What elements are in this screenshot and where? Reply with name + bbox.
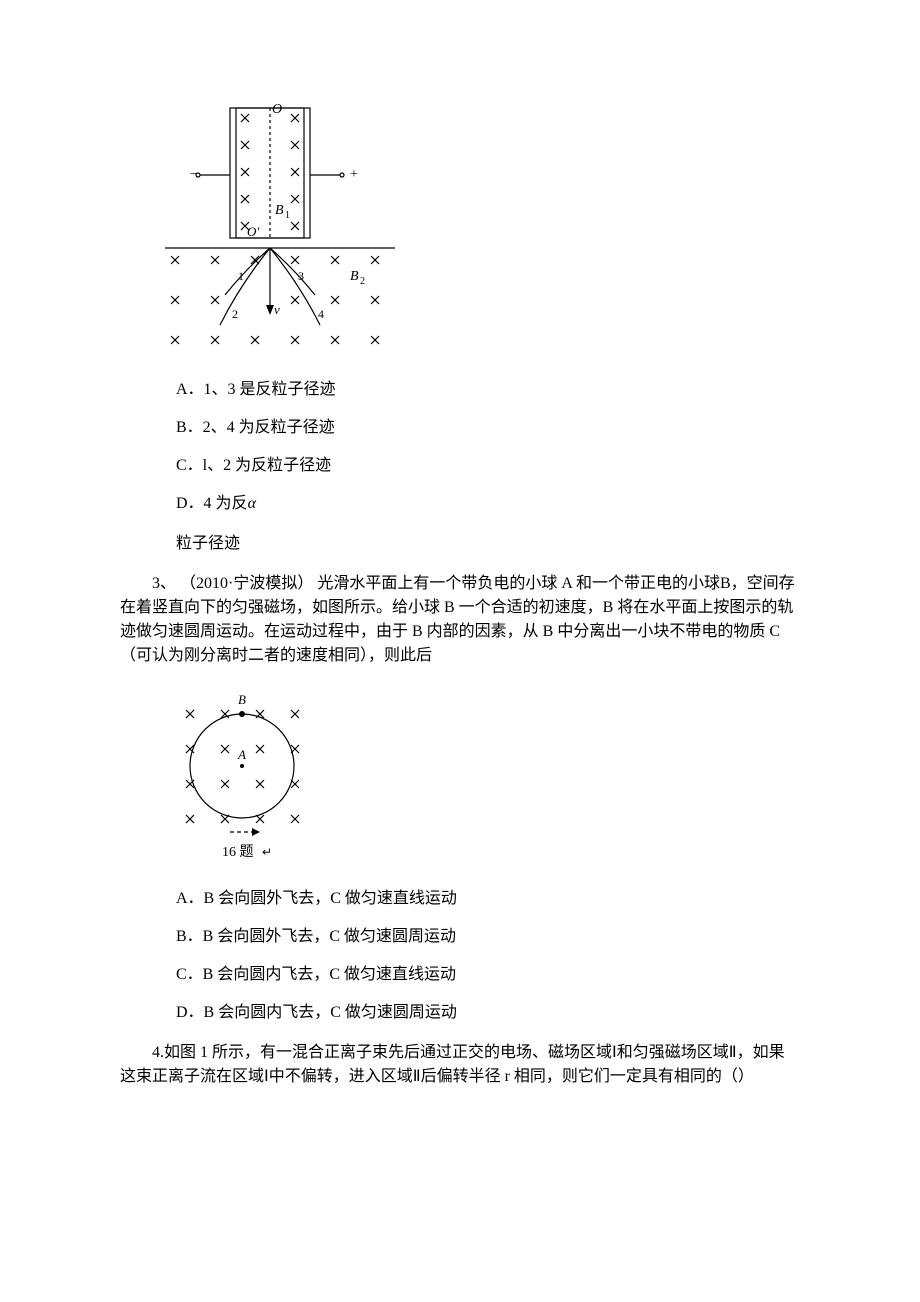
q4-text: 4.如图 1 所示，有一混合正离子束先后通过正交的电场、磁场区域Ⅰ和匀强磁场区域… — [120, 1041, 800, 1089]
q3-option-a: A．B 会向圆外飞去，C 做匀速直线运动 — [176, 887, 800, 911]
q3-option-d: D．B 会向圆内飞去，C 做匀速圆周运动 — [176, 1001, 800, 1025]
q2-option-c: C．l、2 为反粒子径迹 — [176, 454, 800, 478]
figure-1: − + O O′ B 1 — [160, 100, 800, 363]
svg-text:2: 2 — [360, 276, 365, 287]
svg-text:−: − — [190, 167, 198, 182]
trail-text: 粒子径迹 — [176, 532, 800, 556]
svg-text:↵: ↵ — [262, 845, 272, 859]
q2-option-b: B．2、4 为反粒子径迹 — [176, 416, 800, 440]
q2-options: A．1、3 是反粒子径迹 B．2、4 为反粒子径迹 C．l、2 为反粒子径迹 D… — [176, 378, 800, 516]
svg-text:1: 1 — [238, 269, 244, 283]
q2-option-d-text: D．4 为反 — [176, 495, 248, 512]
svg-text:A: A — [237, 747, 246, 762]
q2-option-a: A．1、3 是反粒子径迹 — [176, 378, 800, 402]
svg-text:v: v — [274, 302, 280, 317]
q3-option-b: B．B 会向圆外飞去，C 做匀速圆周运动 — [176, 925, 800, 949]
svg-text:4: 4 — [318, 307, 324, 321]
svg-text:O′: O′ — [247, 224, 259, 239]
alpha-symbol: α — [248, 495, 256, 512]
svg-text:O: O — [272, 102, 282, 117]
svg-text:+: + — [350, 167, 358, 182]
q3-text: 3、 （2010·宁波模拟） 光滑水平面上有一个带负电的小球 A 和一个带正电的… — [120, 572, 800, 668]
q2-option-d: D．4 为反α — [176, 492, 800, 516]
q3-option-c: C．B 会向圆内飞去，C 做匀速直线运动 — [176, 963, 800, 987]
figure-2: A B 16 题 ↵ — [160, 684, 800, 872]
svg-text:16 题: 16 题 — [222, 845, 254, 860]
svg-text:B: B — [238, 692, 246, 707]
svg-text:1: 1 — [285, 210, 290, 221]
svg-text:3: 3 — [298, 269, 304, 283]
svg-text:B: B — [275, 203, 284, 218]
svg-text:B: B — [350, 269, 359, 284]
svg-text:2: 2 — [232, 307, 238, 321]
q3-options: A．B 会向圆外飞去，C 做匀速直线运动 B．B 会向圆外飞去，C 做匀速圆周运… — [176, 887, 800, 1025]
